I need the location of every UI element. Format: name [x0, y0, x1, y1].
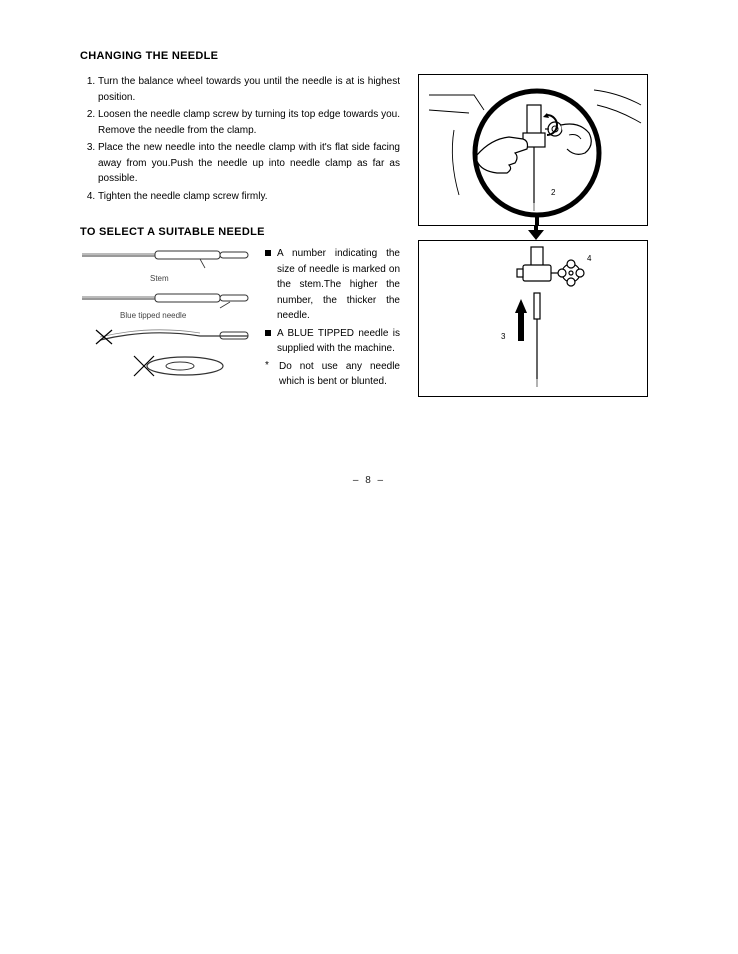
bullet-list: A number indicating the size of needle i… [265, 246, 400, 392]
instruction-item: Turn the balance wheel towards you until… [98, 74, 400, 105]
needle-diagram-column: Stem Blue tipped needle [80, 246, 255, 392]
bullet-item: A number indicating the size of needle i… [265, 246, 400, 324]
stem-label: Stem [150, 274, 255, 283]
bullet-item: A BLUE TIPPED needle is supplied with th… [265, 326, 400, 357]
instruction-list: Turn the balance wheel towards you until… [80, 74, 400, 204]
instruction-item: Loosen the needle clamp screw by turning… [98, 107, 400, 138]
manual-page: CHANGING THE NEEDLE Turn the balance whe… [0, 0, 738, 954]
square-bullet-icon [265, 330, 271, 336]
square-bullet-icon [265, 250, 271, 256]
figure-label-2: 2 [551, 188, 556, 197]
main-columns: Turn the balance wheel towards you until… [80, 74, 678, 397]
bullet-text: A BLUE TIPPED needle is supplied with th… [277, 326, 400, 357]
asterisk-bullet-icon: * [265, 359, 273, 390]
figure-label-3: 3 [501, 332, 506, 341]
select-needle-row: Stem Blue tipped needle [80, 246, 400, 392]
figure-label-4: 4 [587, 254, 592, 263]
needle-blue-tipped-icon [80, 289, 255, 309]
bullet-text: A number indicating the size of needle i… [277, 246, 400, 324]
needle-stem-icon [80, 246, 255, 274]
connector-arrow-icon [418, 226, 646, 240]
figure-changing-needle: 2 [418, 74, 648, 226]
page-number: – 8 – [0, 475, 738, 486]
heading-changing-needle: CHANGING THE NEEDLE [80, 50, 678, 62]
figure-insert-needle: 4 3 [418, 240, 648, 397]
instruction-item: Tighten the needle clamp screw firmly. [98, 189, 400, 205]
heading-select-needle: TO SELECT A SUITABLE NEEDLE [80, 226, 400, 238]
right-column: 2 [418, 74, 648, 397]
bullet-item: * Do not use any needle which is bent or… [265, 359, 400, 390]
left-column: Turn the balance wheel towards you until… [80, 74, 400, 397]
bullet-text: Do not use any needle which is bent or b… [279, 359, 400, 390]
needle-bent-icon [80, 326, 255, 348]
instruction-item: Place the new needle into the needle cla… [98, 140, 400, 187]
blue-tipped-label: Blue tipped needle [120, 311, 255, 320]
